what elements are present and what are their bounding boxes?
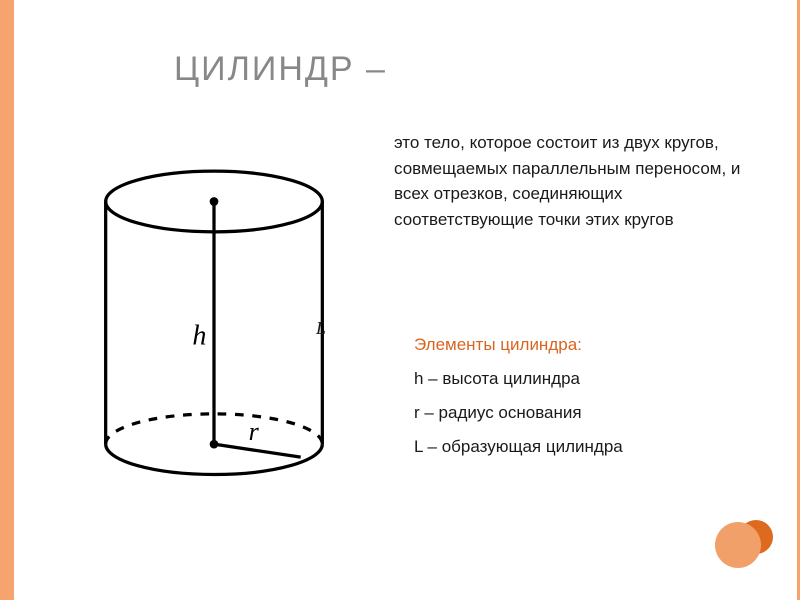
r-label: r bbox=[249, 417, 260, 446]
page-title: ЦИЛИНДР – bbox=[174, 50, 387, 89]
stage: ЦИЛИНДР – это тело, которое состоит из д… bbox=[0, 0, 800, 600]
l-label: L bbox=[316, 318, 326, 339]
element-item: L – образующая цилиндра bbox=[414, 437, 744, 457]
elements-block: Элементы цилиндра: h – высота цилиндра r… bbox=[414, 335, 744, 471]
element-item: h – высота цилиндра bbox=[414, 369, 744, 389]
elements-title: Элементы цилиндра: bbox=[414, 335, 744, 355]
cylinder-diagram: h r bbox=[84, 160, 344, 490]
cylinder-radius-line bbox=[214, 444, 301, 457]
cylinder-bottom-front bbox=[106, 444, 323, 474]
h-label: h bbox=[192, 321, 206, 352]
decorative-circles-icon bbox=[715, 522, 761, 568]
definition-text: это тело, которое состоит из двух кругов… bbox=[394, 130, 744, 232]
element-item: r – радиус основания bbox=[414, 403, 744, 423]
